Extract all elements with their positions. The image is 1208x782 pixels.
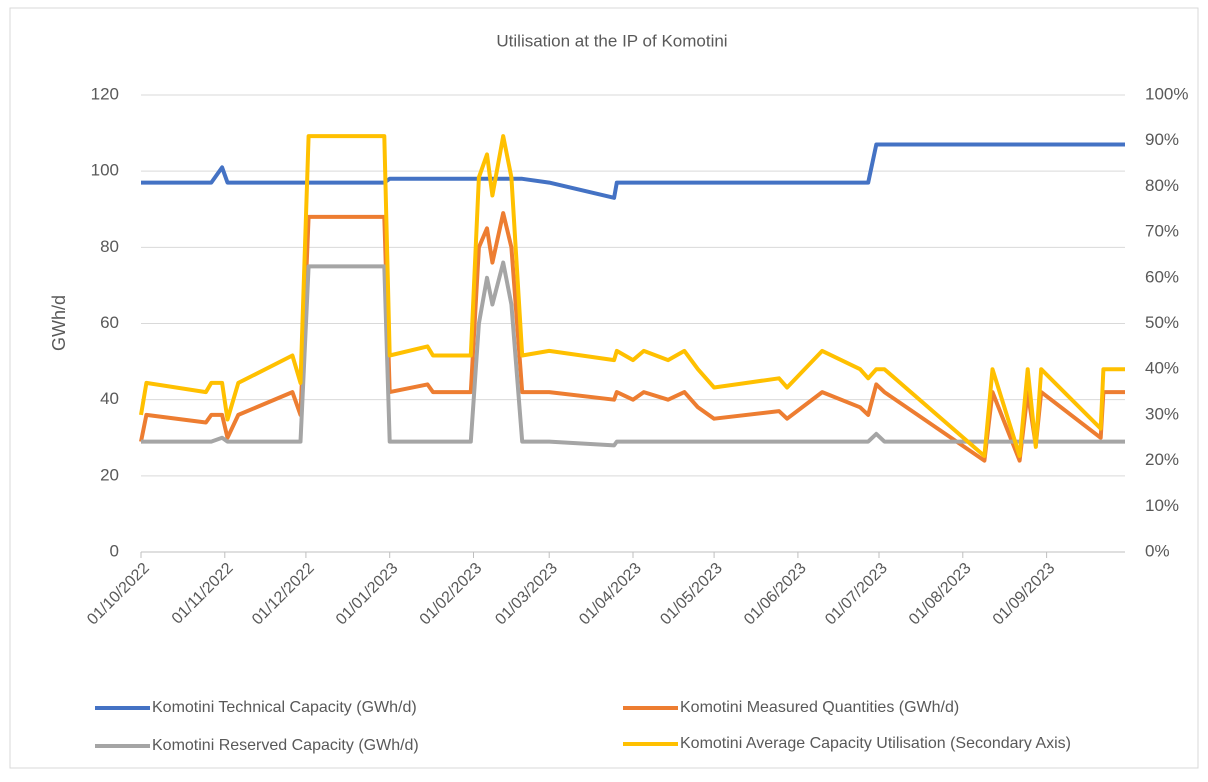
y2-tick-label: 40%: [1145, 359, 1179, 378]
chart-title: Utilisation at the IP of Komotini: [496, 31, 727, 50]
y2-tick-label: 80%: [1145, 176, 1179, 195]
y-tick-label: 40: [100, 389, 119, 408]
legend-label: Komotini Measured Quantities (GWh/d): [680, 699, 959, 716]
legend-label: Komotini Average Capacity Utilisation (S…: [680, 735, 1071, 752]
y-tick-label: 80: [100, 237, 119, 256]
series-line: [139, 134, 1125, 458]
y2-tick-label: 90%: [1145, 130, 1179, 149]
y2-tick-label: 50%: [1145, 313, 1179, 332]
y2-tick-label: 70%: [1145, 222, 1179, 241]
y2-tick-label: 10%: [1145, 496, 1179, 515]
y-tick-label: 100: [91, 161, 119, 180]
series-line: [141, 260, 1125, 448]
y-axis-title: GWh/d: [49, 295, 69, 351]
y-tick-label: 0: [110, 541, 119, 560]
legend-label: Komotini Reserved Capacity (GWh/d): [152, 737, 419, 754]
series-line: [141, 142, 1125, 200]
y2-tick-label: 60%: [1145, 267, 1179, 286]
y2-tick-label: 30%: [1145, 404, 1179, 423]
legend-label: Komotini Technical Capacity (GWh/d): [152, 699, 417, 716]
y2-tick-label: 0%: [1145, 541, 1170, 560]
y-tick-label: 20: [100, 465, 119, 484]
y-tick-label: 120: [91, 84, 119, 103]
y2-tick-label: 20%: [1145, 450, 1179, 469]
y-tick-label: 60: [100, 313, 119, 332]
y2-tick-label: 100%: [1145, 84, 1188, 103]
